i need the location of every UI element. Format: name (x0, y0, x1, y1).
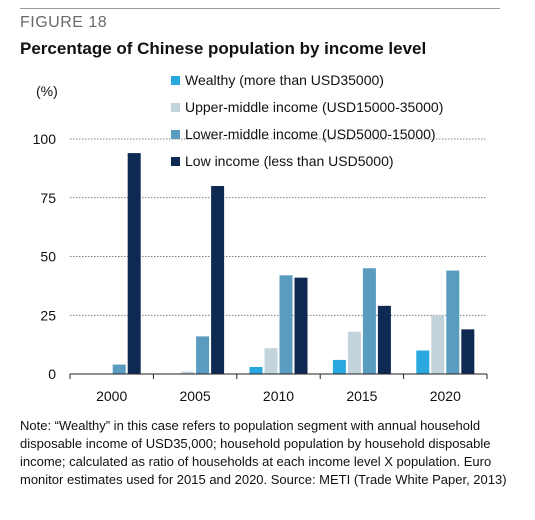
bar (127, 153, 141, 374)
x-tick-label: 2005 (180, 388, 211, 404)
bar-chart: 0 25 50 75 100 (%) 2000 2005 2010 2015 2020 Wealthy… (33, 72, 488, 404)
bar (196, 336, 210, 374)
bar (112, 364, 126, 374)
x-tick-label: 2020 (430, 388, 461, 404)
figure-label: FIGURE 18 (20, 14, 108, 31)
bar (294, 277, 308, 374)
bar (461, 329, 475, 374)
y-tick-label: 100 (33, 131, 57, 147)
y-tick-label: 25 (40, 307, 56, 323)
chart-note: Note: “Wealthy” in this case refers to p… (20, 418, 507, 487)
x-tick-label: 2010 (263, 388, 294, 404)
legend-label: Wealthy (more than USD35000) (185, 72, 384, 88)
legend-swatch (171, 103, 180, 112)
legend-label: Low income (less than USD5000) (185, 153, 394, 169)
chart-title: Percentage of Chinese population by inco… (20, 39, 427, 58)
y-tick-label: 0 (48, 366, 56, 382)
bar (211, 186, 225, 374)
y-axis-label: (%) (36, 83, 58, 99)
bar (347, 331, 361, 374)
bar (377, 305, 391, 374)
legend-swatch (171, 157, 180, 166)
bar (362, 268, 376, 374)
y-tick-label: 50 (40, 249, 56, 265)
legend-label: Lower-middle income (USD5000-15000) (185, 126, 436, 142)
legend-swatch (171, 76, 180, 85)
bar (431, 315, 445, 374)
top-rule (20, 8, 500, 9)
x-tick-label: 2000 (96, 388, 127, 404)
legend-swatch (171, 130, 180, 139)
bar (279, 275, 293, 374)
bar (332, 359, 346, 374)
y-tick-label: 75 (40, 190, 56, 206)
bar (249, 366, 263, 374)
bar (416, 350, 430, 374)
bar (264, 348, 278, 374)
bar (181, 371, 195, 374)
legend-label: Upper-middle income (USD15000-35000) (185, 99, 443, 115)
x-tick-label: 2015 (346, 388, 377, 404)
bar (446, 270, 460, 374)
